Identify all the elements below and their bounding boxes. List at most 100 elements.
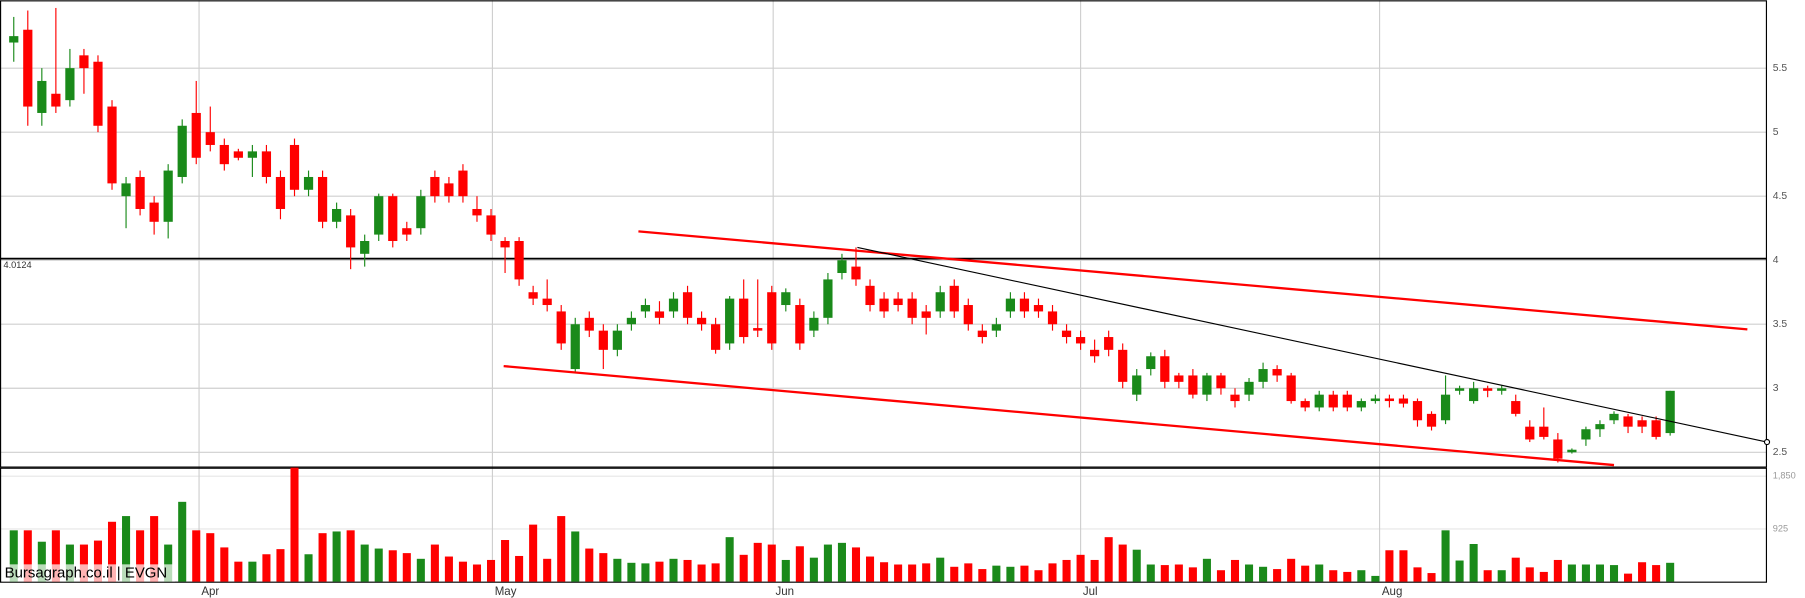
volume-bar <box>304 554 313 582</box>
price-panel <box>0 0 1768 468</box>
candle-body <box>1174 375 1184 382</box>
volume-bar <box>79 544 88 582</box>
candle-body <box>79 55 89 69</box>
volume-bar <box>1245 564 1254 582</box>
volume-bar <box>711 563 720 582</box>
candle-body <box>135 176 145 209</box>
candle-body <box>1188 375 1198 395</box>
x-tick-label: Jun <box>775 586 794 598</box>
candle-body <box>879 298 889 312</box>
candle-body <box>1202 375 1212 395</box>
volume-bar <box>1666 562 1675 582</box>
volume-bar <box>486 559 496 582</box>
candle-body <box>598 330 608 350</box>
candle-body <box>963 305 973 325</box>
volume-bar <box>93 540 103 582</box>
candle-body <box>444 183 454 197</box>
candle-body <box>177 125 187 177</box>
candle-body <box>458 170 468 197</box>
volume-bar <box>1048 563 1057 582</box>
candle-body <box>1623 416 1633 427</box>
candle-body <box>374 196 384 235</box>
candle-body <box>1398 398 1409 404</box>
candle-body <box>1665 390 1675 434</box>
candle-body <box>1469 388 1479 402</box>
volume-bar <box>992 565 1001 582</box>
candle-body <box>430 176 440 197</box>
volume-bar <box>851 547 861 582</box>
trendline <box>638 230 1748 331</box>
volume-bar <box>1581 564 1590 582</box>
volume-bar <box>37 541 46 582</box>
volume-bar <box>809 557 818 582</box>
volume-bar <box>1104 537 1113 582</box>
candle-body <box>668 298 679 312</box>
volume-bar <box>823 544 832 582</box>
volume-bar <box>192 530 201 582</box>
candle-body <box>289 144 300 190</box>
volume-bar <box>1160 565 1169 582</box>
volume-bar <box>220 547 229 582</box>
volume-bar <box>908 564 917 582</box>
volume-bar <box>206 533 215 582</box>
candle-body <box>332 208 342 222</box>
x-tick-label: May <box>495 586 517 598</box>
volume-bar <box>388 550 397 582</box>
volume-bar <box>739 554 748 582</box>
candle-body <box>1300 401 1310 408</box>
volume-bar <box>1062 559 1071 582</box>
candle-body <box>1244 381 1254 395</box>
candle-body <box>346 215 356 248</box>
candle-body <box>1132 375 1142 395</box>
volume-bar <box>248 561 257 582</box>
candle-body <box>514 241 524 280</box>
volume-bar <box>922 563 931 582</box>
volume-bar <box>697 564 706 582</box>
candle-body <box>261 151 272 177</box>
volume-bar <box>1413 567 1422 582</box>
volume-bar <box>1315 564 1324 582</box>
candle-body <box>1160 356 1170 382</box>
volume-bar <box>234 561 243 582</box>
y-tick-label: 3.5 <box>1773 319 1788 330</box>
volume-bar <box>880 562 889 582</box>
candle-body <box>1595 424 1605 430</box>
volume-bar <box>1230 559 1240 582</box>
candle-body <box>472 208 482 216</box>
candle-body <box>23 29 33 107</box>
volume-bar <box>472 564 482 582</box>
volume-bar <box>1287 558 1296 582</box>
candle-body <box>893 298 903 306</box>
candle-body <box>767 292 777 344</box>
candle-body <box>1567 449 1577 453</box>
volume-bar <box>1385 550 1394 582</box>
volume-bar <box>529 524 538 582</box>
candle-body <box>991 324 1001 331</box>
candle-body <box>500 241 510 248</box>
volume-bar <box>1497 570 1506 582</box>
candle-body <box>1426 413 1437 427</box>
y-tick-label: 3 <box>1773 383 1779 394</box>
candle-body <box>107 106 117 184</box>
volume-bar <box>557 516 566 582</box>
volume-bar <box>416 558 425 582</box>
volume-bar <box>1202 558 1211 582</box>
candle-body <box>37 80 47 113</box>
volume-bar <box>458 561 467 582</box>
candle-body <box>1258 369 1268 382</box>
candle-body <box>275 176 286 209</box>
volume-bar <box>65 544 74 582</box>
volume-bar <box>1006 566 1015 582</box>
volume-bar <box>795 546 804 582</box>
volume-bar <box>894 564 903 582</box>
volume-bar <box>1483 570 1492 582</box>
candle-body <box>121 183 131 197</box>
volume-bar <box>1357 570 1366 582</box>
candle-body <box>388 196 398 242</box>
volume-bar <box>585 548 594 582</box>
candle-body <box>795 305 805 344</box>
volume-bar <box>360 544 369 582</box>
volume-bar <box>655 561 664 582</box>
volume-bar <box>9 530 18 582</box>
volume-panel <box>0 467 1768 583</box>
